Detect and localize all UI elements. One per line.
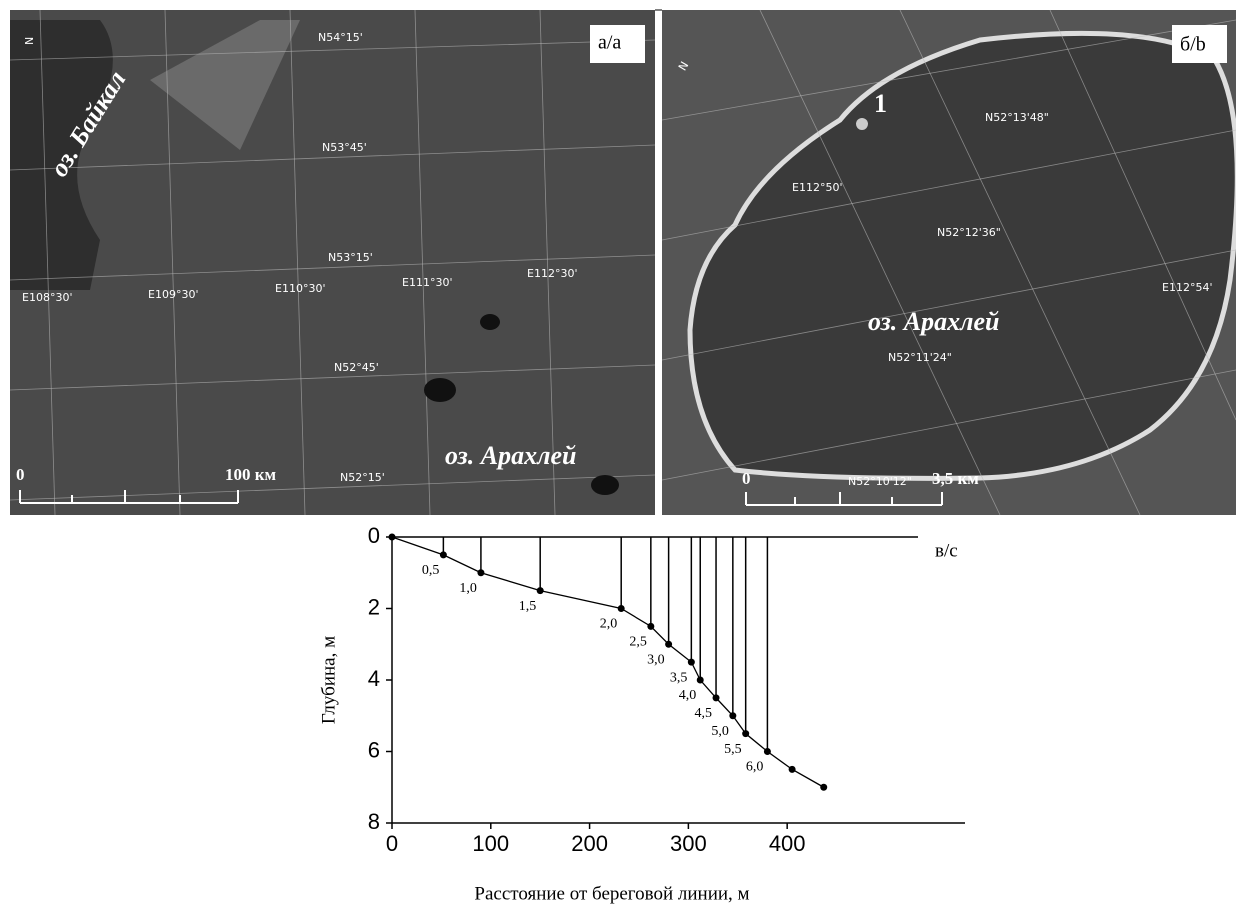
y-tick-label: 6 <box>368 737 380 762</box>
value-label: 0,5 <box>422 563 440 578</box>
value-label: 4,0 <box>679 688 697 703</box>
lake <box>424 378 456 402</box>
lake <box>480 314 500 330</box>
point <box>665 640 673 648</box>
point <box>439 551 447 559</box>
value-label: 5,5 <box>724 742 742 757</box>
value-label: 1,0 <box>459 581 477 596</box>
scale-bar <box>19 490 239 504</box>
latitude: N52°10'12" <box>848 475 912 488</box>
latitude: N53°15' <box>328 251 373 264</box>
longitude: E112°54' <box>1162 281 1212 294</box>
latitude: N52°11'24" <box>888 351 952 364</box>
value-label: 3,5 <box>670 670 688 685</box>
point <box>647 622 655 630</box>
value-label: 5,0 <box>711 724 729 739</box>
point <box>712 694 720 702</box>
longitude: E110°30' <box>275 282 325 295</box>
scale-start: 0 <box>742 469 751 488</box>
tag-box <box>590 25 645 63</box>
point <box>696 676 704 684</box>
longitude: E109°30' <box>148 288 198 301</box>
point <box>763 748 771 755</box>
point <box>477 569 485 577</box>
longitude: E112°50' <box>792 181 842 194</box>
point-marker <box>856 118 868 130</box>
latitude: N53°45' <box>322 141 367 154</box>
longitude: E111°30' <box>402 276 452 289</box>
point <box>388 533 396 541</box>
panel-tag: а/а <box>598 32 621 54</box>
lake-label: оз. Арахлей <box>445 441 577 470</box>
y-tick-label: 8 <box>368 809 380 834</box>
latitude: N52°15' <box>340 471 385 484</box>
profile-line <box>391 536 825 788</box>
value-label: 4,5 <box>695 706 713 721</box>
latitude: N54°15' <box>318 31 363 44</box>
x-tick-label: 300 <box>670 831 707 856</box>
point <box>742 730 750 738</box>
value-label: 2,5 <box>629 635 647 650</box>
grid <box>9 9 656 516</box>
longitude: E112°30' <box>527 267 577 280</box>
latitude: N52°12'36" <box>937 226 1001 239</box>
lake <box>591 475 619 495</box>
value-label: 1,5 <box>519 599 537 614</box>
value-label: 2,0 <box>600 617 618 632</box>
latitude: N52°13'48" <box>985 111 1049 124</box>
lake-label: оз. Арахлей <box>868 307 1000 336</box>
x-tick-label: 100 <box>472 831 509 856</box>
value-label: 6,0 <box>746 760 764 775</box>
point <box>729 712 737 720</box>
map-b: б/b N 1 оз. Арахлей N52°13'48" N52°12'36… <box>661 9 1236 516</box>
y-tick-label: 4 <box>368 666 380 691</box>
x-tick-label: 200 <box>571 831 608 856</box>
scale-end: 100 км <box>225 465 277 484</box>
point <box>617 605 625 612</box>
y-tick-label: 2 <box>368 594 380 619</box>
latitude: N52°45' <box>334 361 379 374</box>
grid <box>661 9 1236 516</box>
point <box>820 783 828 791</box>
water <box>10 20 113 290</box>
point <box>687 658 695 666</box>
panel-tag: б/b <box>1180 34 1206 56</box>
longitude: E108°30' <box>22 291 72 304</box>
x-axis-title: Расстояние от береговой линии, м <box>474 883 749 904</box>
tag-box <box>1172 25 1227 63</box>
y-axis-title: Глубина, м <box>318 636 339 724</box>
x-tick-label: 0 <box>386 831 398 856</box>
y-tick-label: 0 <box>368 523 380 548</box>
map-a: а/а N оз. Байкал оз. Арахлей N54°15' N53… <box>9 9 656 516</box>
depth-profile: Расстояние от береговой линии, м Глубина… <box>318 523 965 904</box>
scale-bar <box>745 492 943 506</box>
value-label: 3,0 <box>647 652 665 667</box>
point <box>788 765 796 773</box>
surface-label: в/с <box>935 540 958 561</box>
scale-start: 0 <box>16 465 25 484</box>
scale-end: 3,5 км <box>932 469 979 488</box>
north: N <box>23 37 36 45</box>
lake-arakhley <box>687 30 1236 481</box>
x-tick-label: 400 <box>769 831 806 856</box>
point <box>536 587 544 595</box>
point-label: 1 <box>874 89 887 118</box>
